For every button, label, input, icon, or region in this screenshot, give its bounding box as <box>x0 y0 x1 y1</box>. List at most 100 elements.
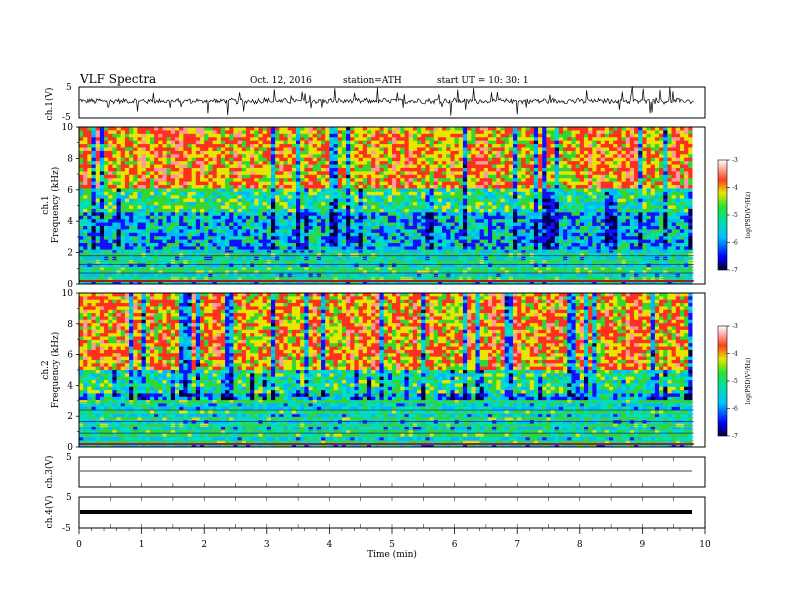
spectrogram-cell <box>404 171 410 176</box>
spectrogram-cell <box>195 208 201 213</box>
spectrogram-cell <box>471 280 476 284</box>
spectrogram-cell <box>245 239 251 244</box>
spectrogram-cell <box>467 147 472 152</box>
spectrogram-cell <box>149 198 155 203</box>
spectrogram-cell <box>208 161 213 165</box>
spectrogram-cell <box>392 161 397 165</box>
spectrogram-cell <box>316 219 322 223</box>
spectrogram-cell <box>108 263 113 268</box>
spectrogram-cell <box>79 140 84 145</box>
spectrogram-cell <box>204 246 209 251</box>
spectrogram-cell <box>479 181 485 186</box>
spectrogram-cell <box>396 167 401 172</box>
spectrogram-cell <box>91 246 97 251</box>
spectrogram-cell <box>425 215 430 220</box>
spectrogram-cell <box>296 232 301 237</box>
spectrogram-cell <box>329 147 334 152</box>
spectrogram-cell <box>296 229 301 234</box>
spectrogram-cell <box>300 191 305 196</box>
spectrogram-cell <box>208 219 213 223</box>
spectrogram-cell <box>270 222 276 227</box>
spectrogram-cell <box>421 171 426 176</box>
spectrogram-cell <box>204 229 209 234</box>
spectrogram-cell <box>513 133 518 138</box>
spectrogram-cell <box>195 195 201 200</box>
spectrogram-cell <box>371 154 376 159</box>
spectrogram-cell <box>237 171 243 176</box>
spectrogram-cell <box>450 215 455 220</box>
spectrogram-cell <box>354 147 360 152</box>
spectrogram-cell <box>496 205 501 210</box>
spectrogram-cell <box>233 164 238 169</box>
spectrogram-cell <box>95 154 101 159</box>
spectrogram-cell <box>83 137 88 142</box>
spectrogram-cell <box>450 236 455 241</box>
spectrogram-cell <box>446 280 451 284</box>
spectrogram-cell <box>429 263 435 268</box>
spectrogram-cell <box>112 266 117 271</box>
spectrogram-cell <box>296 246 301 251</box>
spectrogram-cell <box>95 150 101 155</box>
spectrogram-cell <box>333 202 339 206</box>
spectrogram-cell <box>174 239 180 244</box>
spectrogram-cell <box>79 205 84 210</box>
spectrogram-cell <box>404 150 410 155</box>
spectrogram-cell <box>133 208 138 213</box>
spectrogram-cell <box>233 178 238 183</box>
spectrogram-cell <box>124 191 130 196</box>
spectrogram-cell <box>179 270 184 275</box>
spectrogram-cell <box>174 229 180 234</box>
spectrogram-cell <box>471 191 476 196</box>
spectrogram-cell <box>258 154 264 159</box>
spectrogram-cell <box>366 171 372 176</box>
spectrogram-cell <box>145 140 151 145</box>
spectrogram-cell <box>204 161 209 165</box>
spectrogram-cell <box>521 205 526 210</box>
spectrogram-cell <box>254 133 259 138</box>
spectrogram-cell <box>174 164 180 169</box>
spectrogram-cell <box>442 154 447 159</box>
spectrogram-cell <box>83 243 88 247</box>
spectrogram-cell <box>467 161 472 165</box>
spectrogram-cell <box>375 127 380 131</box>
spectrogram-cell <box>392 164 397 169</box>
spectrogram-cell <box>229 144 234 148</box>
spectrogram-cell <box>145 280 151 284</box>
spectrogram-cell <box>83 263 88 268</box>
spectrogram-cell <box>120 157 126 162</box>
spectrogram-cell <box>333 174 339 179</box>
spectrogram-cell <box>283 178 289 183</box>
spectrogram-cell <box>204 144 209 148</box>
spectrogram-cell <box>454 215 460 220</box>
spectrogram-cell <box>329 188 334 193</box>
spectrogram-cell <box>216 195 222 200</box>
spectrogram-cell <box>387 243 393 247</box>
spectrogram-cell <box>308 137 314 142</box>
spectrogram-cell <box>91 181 97 186</box>
spectrogram-cell <box>333 253 339 258</box>
spectrogram-cell <box>258 253 264 258</box>
spectrogram-cell <box>496 181 501 186</box>
spectrogram-cell <box>179 157 184 162</box>
spectrogram-cell <box>216 229 222 234</box>
spectrogram-cell <box>158 263 163 268</box>
spectrogram-cell <box>191 181 197 186</box>
spectrogram-cell <box>170 133 176 138</box>
spectrogram-cell <box>487 188 493 193</box>
spectrogram-cell <box>358 154 364 159</box>
spectrogram-cell <box>450 219 455 223</box>
spectrogram-cell <box>392 147 397 152</box>
spectrogram-cell <box>525 133 531 138</box>
spectrogram-cell <box>220 127 226 131</box>
spectrogram-cell <box>245 154 251 159</box>
spectrogram-cell <box>187 188 193 193</box>
spectrogram-cell <box>392 246 397 251</box>
spectrogram-cell <box>358 219 364 223</box>
spectrogram-cell <box>129 154 134 159</box>
spectrogram-cell <box>245 215 251 220</box>
spectrogram-cell <box>300 185 305 189</box>
spectrogram-cell <box>120 178 126 183</box>
spectrogram-cell <box>254 263 259 268</box>
spectrogram-cell <box>375 144 380 148</box>
spectrogram-cell <box>141 253 147 258</box>
